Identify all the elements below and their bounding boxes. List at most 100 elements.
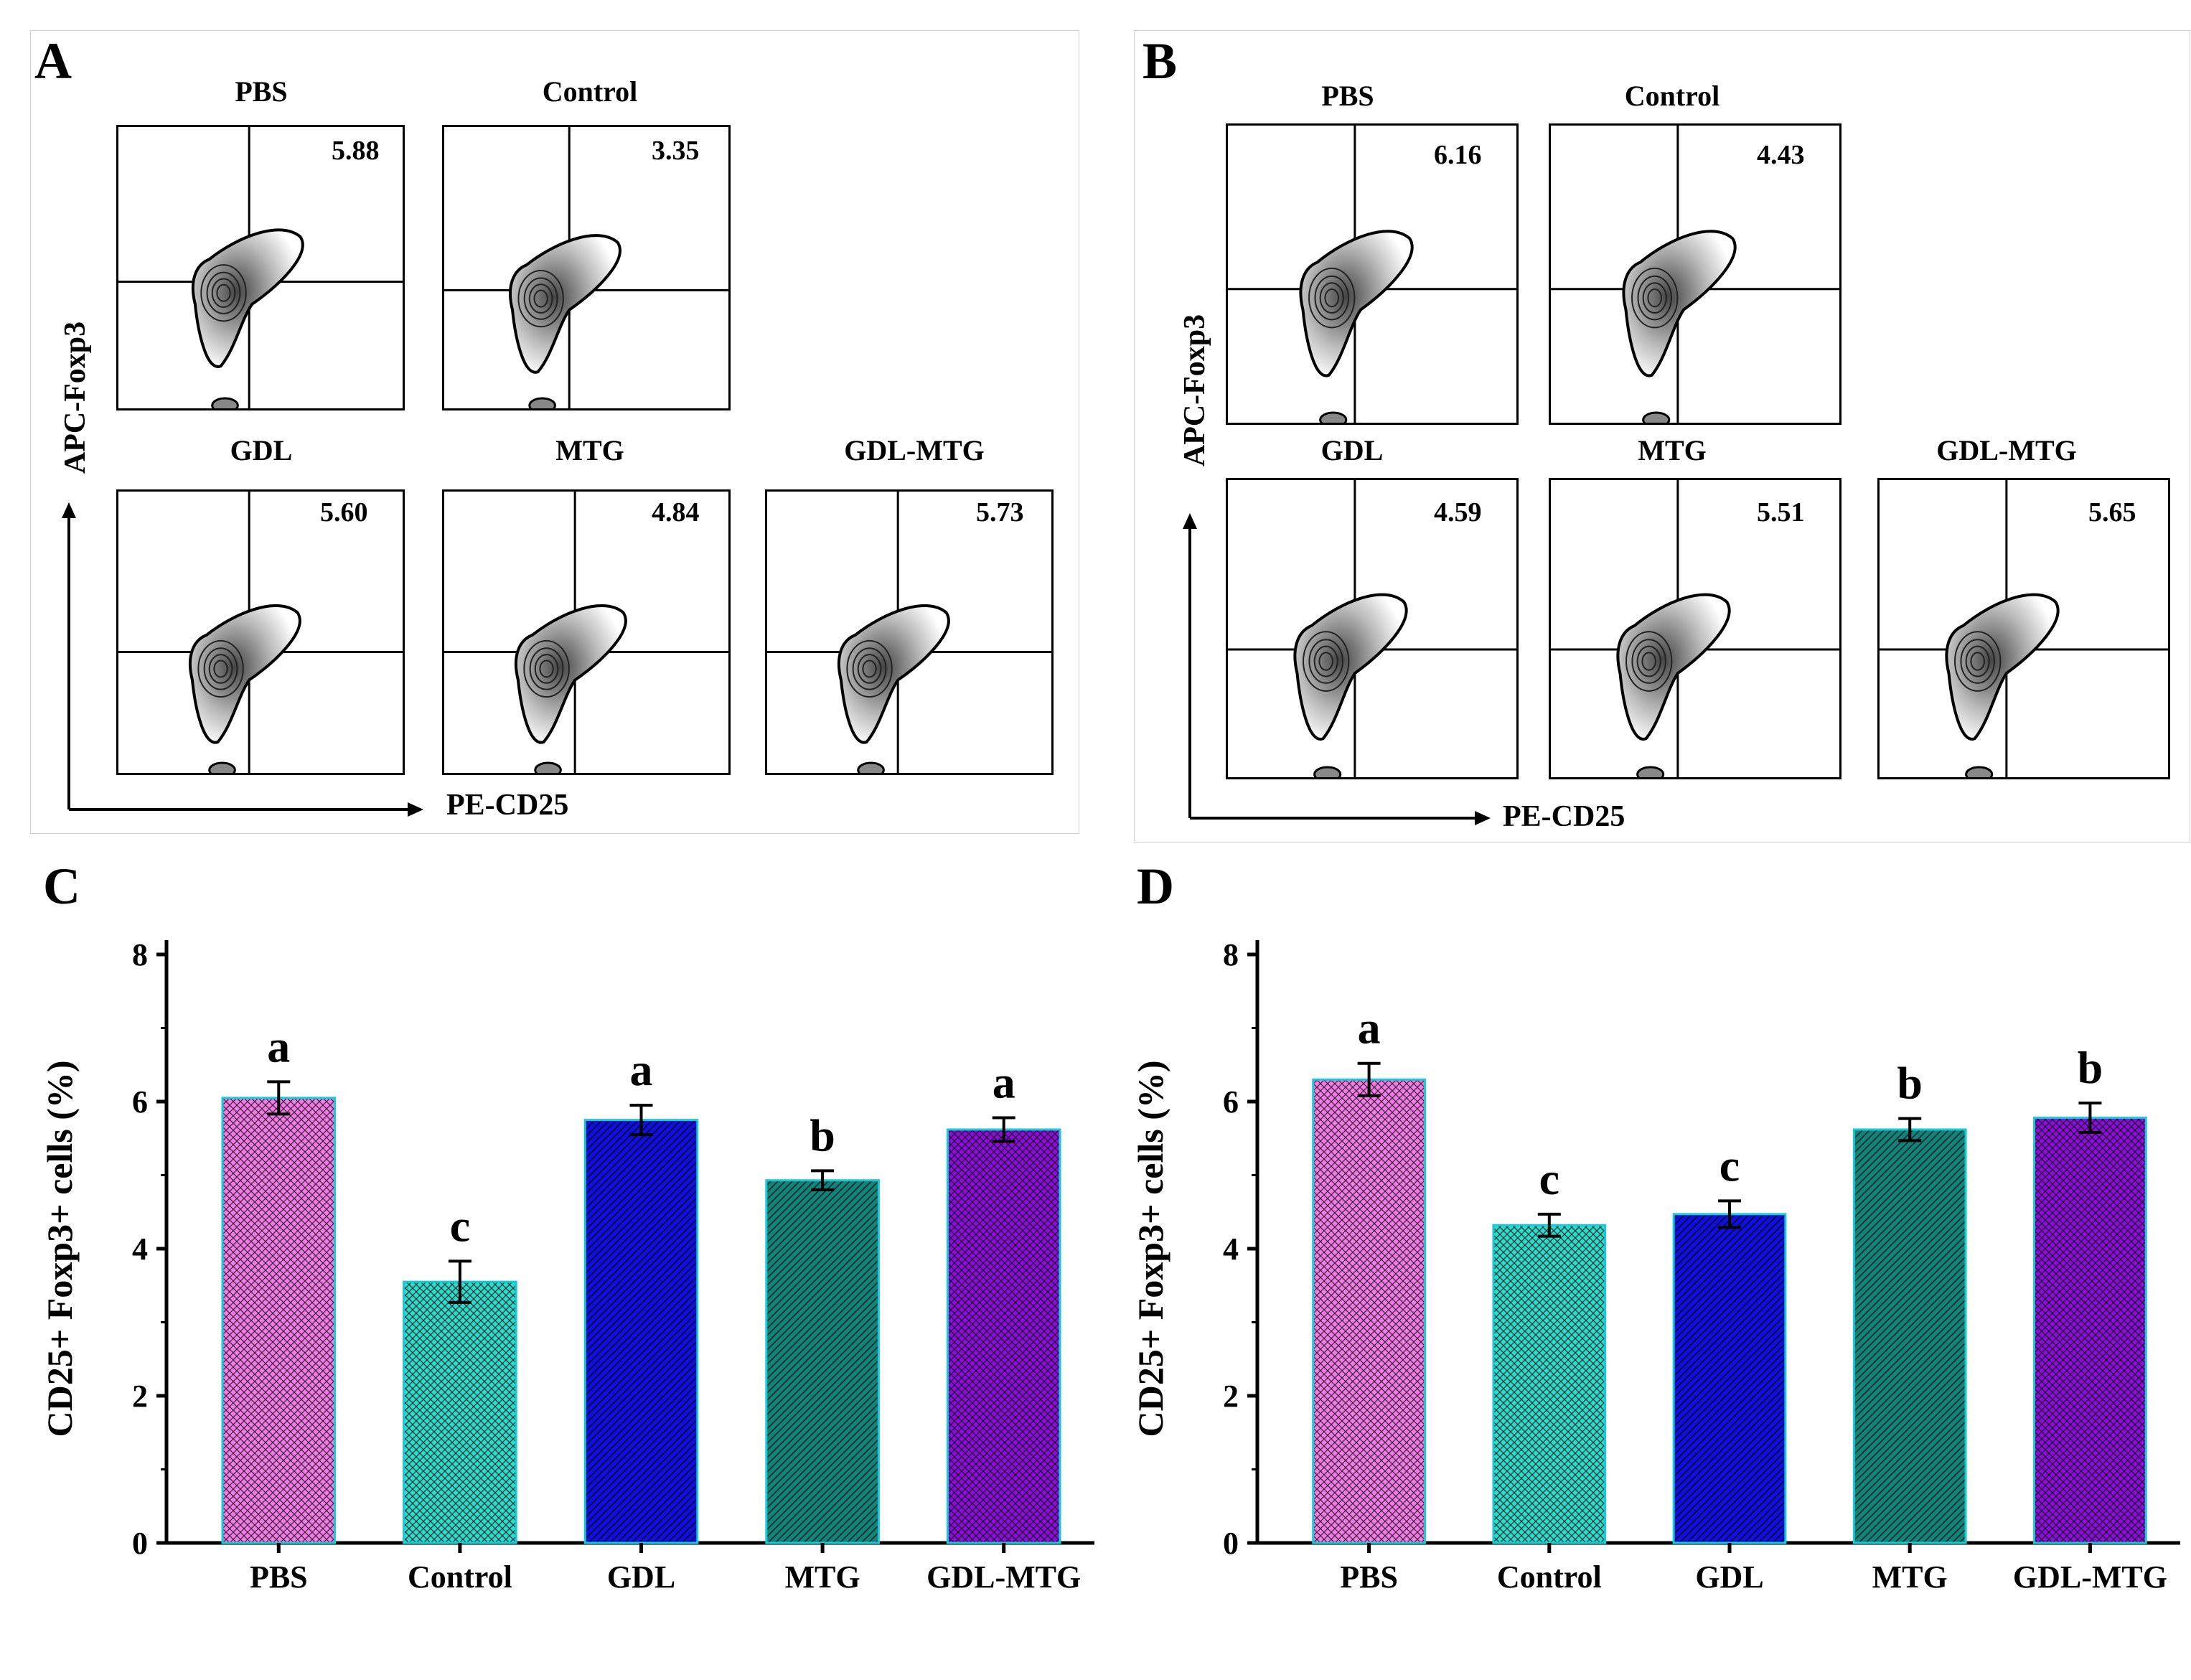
flow-plot-b-gdl-mtg xyxy=(1877,478,2170,779)
contour-ring xyxy=(539,660,554,678)
x-tick-label: GDL xyxy=(607,1559,675,1595)
y-tick-label: 8 xyxy=(1223,937,1239,972)
flow-plot-a-control xyxy=(442,125,731,410)
flow-title-b-gdl: GDL xyxy=(1320,434,1384,466)
contour-ring xyxy=(1319,282,1344,314)
bar-pbs xyxy=(221,1097,337,1544)
contour-ring xyxy=(862,660,877,678)
contour-ring xyxy=(206,271,241,314)
contour-graphic xyxy=(767,492,1051,773)
contour-ring xyxy=(1970,652,1985,671)
y-tick-label: 4 xyxy=(132,1231,148,1267)
contour-graphic xyxy=(444,127,728,408)
bar-gdl-mtg xyxy=(946,1128,1061,1544)
y-tick-label: 0 xyxy=(132,1526,148,1561)
cell-population-contour xyxy=(1945,593,2060,741)
contour-ring xyxy=(1314,275,1349,321)
significance-letter: b xyxy=(2078,1042,2103,1093)
flow-title-b-gdl-mtg: GDL-MTG xyxy=(1936,434,2077,466)
flow-value-b-pbs: 6.16 xyxy=(1434,140,1482,170)
flow-plot-a-gdl-mtg xyxy=(765,489,1054,775)
contour-graphic xyxy=(1228,480,1516,777)
contour-ring xyxy=(523,639,570,698)
contour-ring xyxy=(213,660,228,678)
panel-label-d: D xyxy=(1137,858,1174,915)
x-tick-label: GDL xyxy=(1695,1559,1763,1595)
baseline-cluster xyxy=(1319,411,1348,423)
bar-gdl xyxy=(583,1119,699,1544)
contour-ring xyxy=(1324,288,1340,308)
significance-letter: c xyxy=(450,1200,470,1251)
significance-letter: c xyxy=(1539,1153,1559,1204)
panel-a-axis-arrows xyxy=(62,502,423,817)
flow-value-b-mtg: 5.51 xyxy=(1757,497,1805,527)
contour-ring xyxy=(216,283,231,302)
panel-label-a: A xyxy=(34,32,72,90)
cell-population-contour xyxy=(191,228,304,368)
significance-letter: a xyxy=(993,1057,1015,1108)
panel-a-frame xyxy=(30,30,1079,834)
baseline-cluster xyxy=(534,761,562,773)
flow-value-b-control: 4.43 xyxy=(1757,140,1805,170)
contour-ring xyxy=(1303,631,1350,692)
contour-ring xyxy=(208,654,233,684)
cell-population-contour xyxy=(188,604,301,744)
panel-b-frame xyxy=(1134,30,2190,843)
significance-letter: c xyxy=(1720,1140,1740,1191)
contour-ring xyxy=(1631,639,1666,684)
x-tick-label: MTG xyxy=(1872,1559,1948,1595)
contour-ring xyxy=(846,639,893,698)
flow-title-a-gdl: GDL xyxy=(230,434,293,466)
flow-plot-b-gdl xyxy=(1226,478,1519,779)
contour-ring xyxy=(533,289,548,308)
x-tick-label: PBS xyxy=(1340,1559,1398,1595)
bar-mtg xyxy=(765,1179,880,1544)
baseline-cluster xyxy=(1636,766,1665,777)
flow-value-b-gdl-mtg: 5.65 xyxy=(2088,497,2136,527)
significance-letter: b xyxy=(810,1109,835,1160)
x-tick-label: GDL-MTG xyxy=(2013,1559,2167,1595)
x-tick-label: Control xyxy=(408,1559,512,1595)
y-tick-label: 2 xyxy=(1223,1379,1239,1414)
contour-ring xyxy=(857,654,882,684)
cell-population-contour xyxy=(509,234,621,374)
significance-letter: b xyxy=(1897,1058,1923,1109)
baseline-cluster xyxy=(528,397,556,408)
flow-title-a-pbs: PBS xyxy=(235,75,288,108)
panel-label-b: B xyxy=(1143,32,1178,90)
flow-value-a-control: 3.35 xyxy=(652,136,700,166)
contour-ring xyxy=(528,283,553,314)
flow-value-b-gdl: 4.59 xyxy=(1434,497,1482,527)
significance-letter: a xyxy=(1358,1003,1381,1053)
contour-graphic xyxy=(118,127,403,408)
contour-ring xyxy=(523,277,558,320)
contour-graphic xyxy=(1880,480,2168,777)
flow-title-a-control: Control xyxy=(542,75,638,108)
contour-ring xyxy=(200,264,247,322)
x-axis-label-b: PE-CD25 xyxy=(1503,800,1625,833)
y-tick-label: 4 xyxy=(1223,1231,1239,1267)
flow-plot-a-pbs xyxy=(116,125,405,410)
baseline-cluster xyxy=(1642,411,1671,423)
contour-ring xyxy=(1631,267,1679,329)
bar-mtg xyxy=(1852,1128,1967,1544)
cell-population-contour xyxy=(1299,230,1414,377)
panel-b-axis-arrows xyxy=(1183,513,1491,825)
flow-value-a-mtg: 4.84 xyxy=(652,497,700,527)
y-tick-label: 6 xyxy=(1223,1084,1239,1120)
cell-population-contour xyxy=(1293,593,1408,741)
y-axis-title: CD25+ Foxp3+ cells (%) xyxy=(1130,1061,1170,1437)
bar-chart-c: 0 2 4 6 8 CD25+ Foxp3+ cells (%) a PBS c Control a… xyxy=(39,937,1094,1595)
contour-ring xyxy=(1308,639,1343,684)
y-axis-label-a: APC-Foxp3 xyxy=(59,321,92,474)
contour-graphic xyxy=(1551,480,1839,777)
bar-control xyxy=(403,1280,517,1544)
bar-gdl xyxy=(1672,1213,1787,1544)
baseline-cluster xyxy=(208,761,236,773)
flow-value-a-gdl-mtg: 5.73 xyxy=(976,497,1024,527)
panel-label-c: C xyxy=(43,858,80,915)
y-tick-label: 8 xyxy=(132,937,148,972)
flow-title-b-pbs: PBS xyxy=(1321,80,1374,112)
contour-ring xyxy=(211,278,236,309)
contour-ring xyxy=(1965,645,1990,677)
